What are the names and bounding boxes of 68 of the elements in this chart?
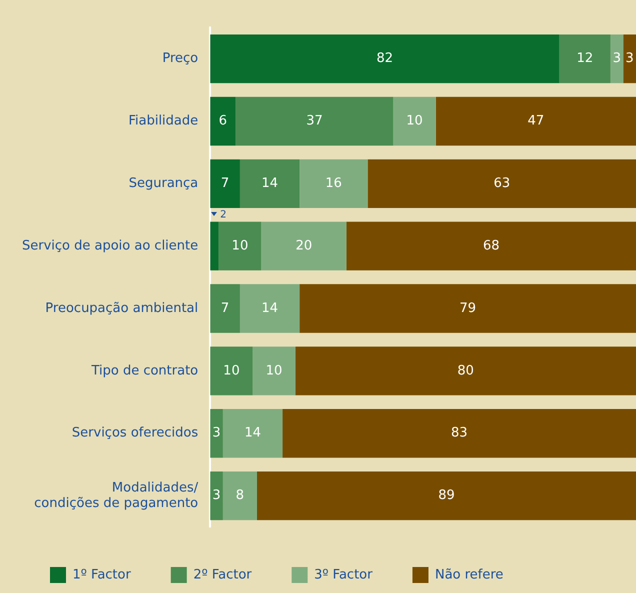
data-label: 10	[223, 363, 240, 378]
data-label: 6	[218, 114, 228, 129]
bar	[222, 409, 283, 458]
data-label: 79	[460, 300, 476, 316]
bar	[240, 284, 300, 333]
bar	[436, 96, 636, 146]
data-label: 10	[232, 238, 248, 254]
data-label: 89	[438, 488, 455, 504]
y-tick-label: Preocupação ambiental	[45, 300, 198, 316]
bar	[295, 346, 636, 396]
legend-label: 2º Factor	[193, 567, 252, 582]
bar	[210, 222, 219, 270]
bar	[210, 34, 560, 84]
y-tick-label: Modalidades/ condições de pagamento	[34, 480, 199, 511]
data-label: 7	[220, 176, 230, 192]
data-label: 3	[212, 488, 221, 504]
bar	[300, 159, 368, 208]
bar	[210, 159, 240, 208]
legend-label: 1º Factor	[72, 567, 132, 582]
bar	[236, 96, 394, 146]
data-label: 14	[261, 300, 278, 316]
bar	[252, 346, 296, 396]
legend-label: 3º Factor	[314, 567, 374, 582]
data-label: 10	[406, 114, 423, 129]
data-label: 83	[450, 426, 468, 441]
bar	[282, 409, 636, 458]
data-label: 3	[212, 426, 221, 441]
bar	[610, 34, 624, 84]
y-tick-label: Preço	[162, 51, 198, 66]
data-label: 7	[220, 300, 230, 316]
bar	[261, 222, 346, 270]
bar	[210, 409, 223, 458]
y-tick-label: Tipo de contrato	[90, 363, 198, 378]
bar	[210, 284, 240, 333]
y-tick-label: Serviço de apoio ao cliente	[22, 238, 198, 254]
bar	[346, 222, 636, 270]
bar	[218, 222, 262, 270]
data-label: 16	[325, 176, 342, 192]
data-label: 68	[482, 238, 500, 254]
bar	[210, 96, 236, 146]
data-label: 80	[457, 363, 474, 378]
data-label: 3	[625, 51, 634, 66]
data-label: 14	[261, 176, 278, 192]
data-label: 20	[296, 238, 312, 254]
bar	[210, 471, 223, 520]
legend-label: Não refere	[434, 567, 504, 582]
y-tick-label: Serviços oferecidos	[72, 426, 198, 441]
data-label: 37	[306, 114, 323, 129]
y-tick-label: Segurança	[128, 176, 198, 192]
data-label: 14	[244, 426, 261, 441]
data-label: 8	[236, 488, 244, 504]
bar	[559, 34, 610, 84]
data-label: 82	[376, 51, 394, 66]
bar	[210, 346, 253, 396]
bar	[368, 159, 636, 208]
bar	[393, 96, 436, 146]
bar	[623, 34, 636, 84]
data-label: 2	[220, 209, 227, 220]
bar	[222, 471, 257, 520]
data-label: 47	[528, 114, 544, 129]
data-label: 12	[576, 51, 594, 66]
y-tick-label: Fiabilidade	[128, 114, 198, 129]
bar	[300, 284, 636, 333]
bar	[256, 471, 636, 520]
data-label: 63	[494, 176, 510, 192]
data-label: 3	[612, 51, 621, 66]
bar	[240, 159, 300, 208]
data-label: 10	[266, 363, 282, 378]
